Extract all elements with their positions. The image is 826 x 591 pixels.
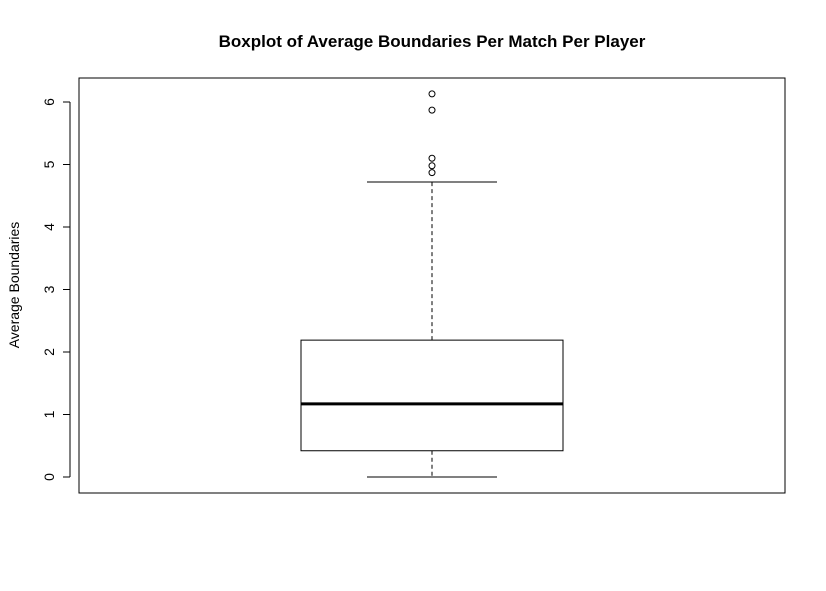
outlier-point — [428, 90, 436, 98]
y-tick-label: 5 — [41, 160, 57, 168]
y-tick-label: 0 — [41, 473, 57, 481]
y-tick-label: 2 — [41, 348, 57, 356]
y-tick-label: 6 — [41, 98, 57, 106]
outlier-point — [428, 106, 436, 114]
y-tick-label: 4 — [41, 223, 57, 231]
iqr-box — [300, 339, 564, 452]
y-axis-label: Average Boundaries — [6, 222, 22, 349]
y-axis: 0 1 2 3 4 5 6 — [41, 98, 71, 481]
outliers — [428, 90, 436, 177]
outlier-point — [428, 162, 436, 170]
outlier-point — [428, 169, 436, 177]
y-tick-label: 3 — [41, 285, 57, 293]
outlier-point — [428, 154, 436, 162]
plot-frame — [78, 77, 786, 494]
box-group — [300, 181, 564, 478]
y-tick-label: 1 — [41, 410, 57, 418]
chart-title: Boxplot of Average Boundaries Per Match … — [219, 32, 646, 51]
